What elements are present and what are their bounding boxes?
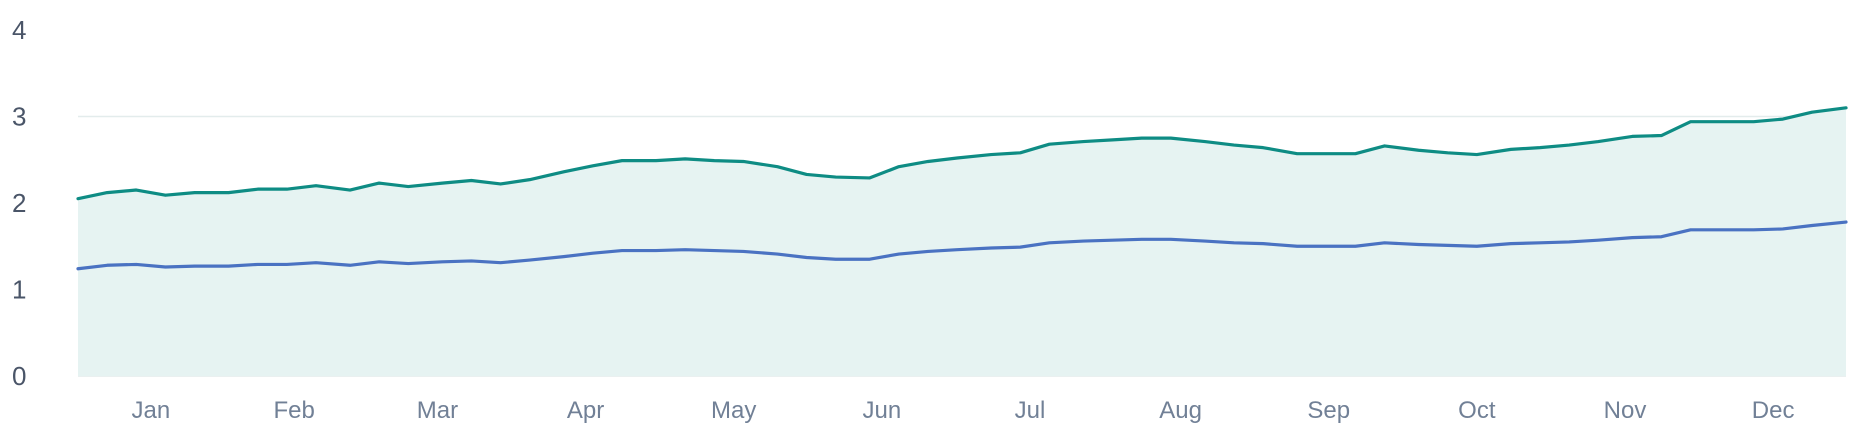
x-tick-label: Jun <box>863 397 902 424</box>
x-tick-label: Mar <box>417 397 458 424</box>
y-tick-label: 4 <box>12 15 26 45</box>
area-fill <box>78 107 1846 376</box>
x-tick-label: Feb <box>273 397 314 424</box>
x-tick-label: Oct <box>1458 397 1496 424</box>
y-tick-label: 2 <box>12 188 26 218</box>
x-tick-label: Jan <box>132 397 171 424</box>
x-tick-label: Jul <box>1015 397 1046 424</box>
x-tick-label: Nov <box>1604 397 1647 424</box>
x-tick-label: Dec <box>1752 397 1795 424</box>
x-tick-label: May <box>711 397 756 424</box>
upper-series-area <box>78 107 1846 376</box>
series-lines <box>76 106 1848 271</box>
lower-series-line <box>76 220 1848 271</box>
upper-series-line <box>76 106 1848 201</box>
y-tick-label: 1 <box>12 275 26 305</box>
x-tick-label: Sep <box>1307 397 1350 424</box>
y-tick-label: 0 <box>12 361 26 391</box>
y-tick-label: 3 <box>12 102 26 132</box>
y-axis: 0 1 2 3 4 <box>12 15 26 391</box>
x-axis: Jan Feb Mar Apr May Jun Jul Aug Sep Oct Nov Dec <box>132 397 1795 424</box>
x-tick-label: Apr <box>567 397 604 424</box>
x-tick-label: Aug <box>1159 397 1202 424</box>
